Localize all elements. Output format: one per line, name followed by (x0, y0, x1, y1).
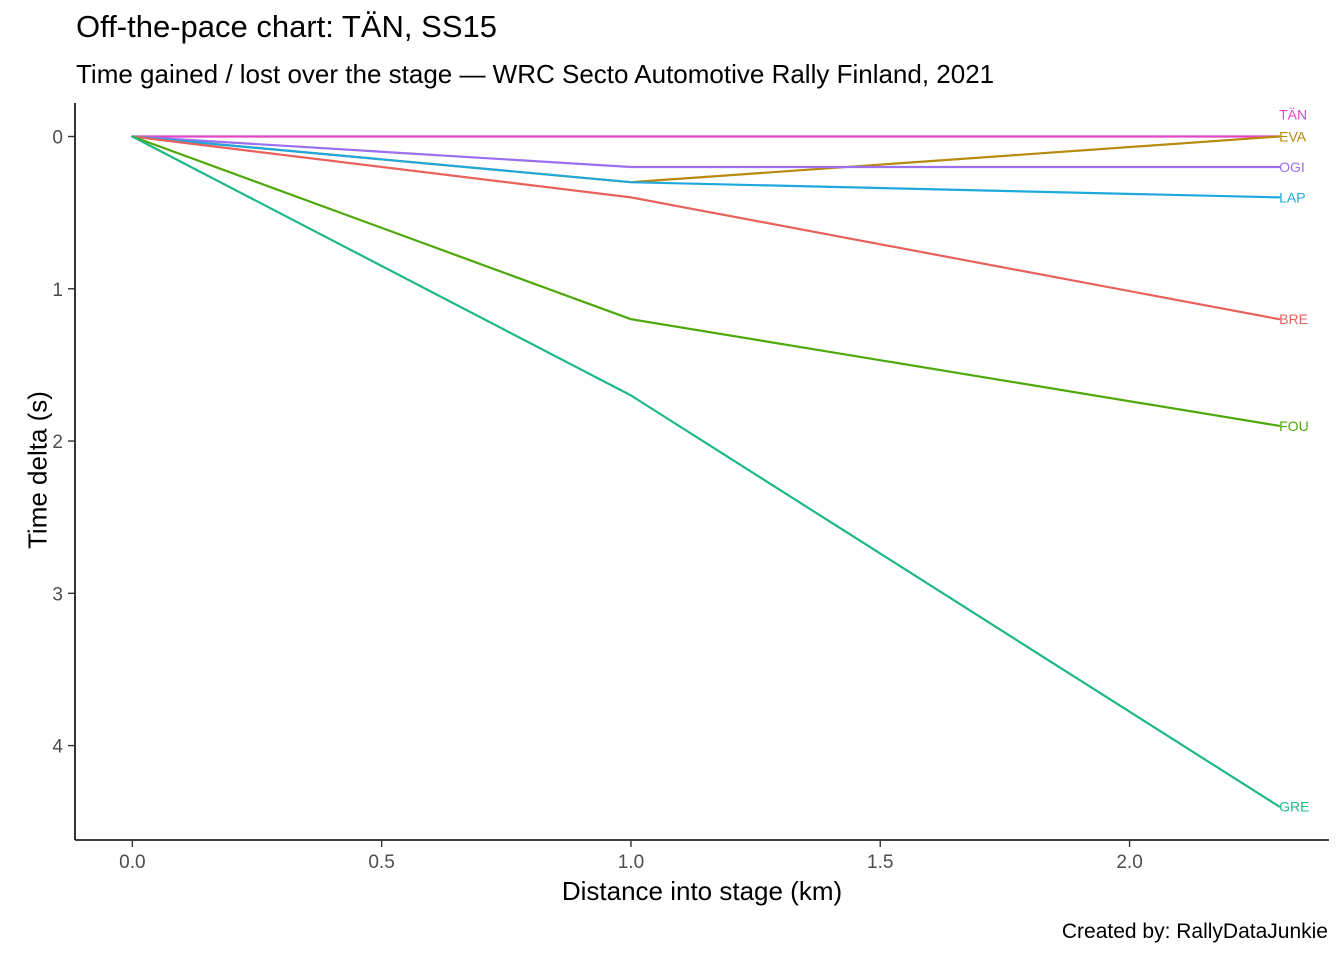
series-end-label-lap: LAP (1279, 189, 1305, 205)
series-line-fou (131, 135, 1281, 427)
series-line-bre (131, 135, 1281, 321)
series-line-ogi (131, 135, 1281, 169)
y-axis-ticks: 0 1 2 3 4 (52, 128, 75, 758)
y-axis-title: Time delta (s) (22, 391, 53, 549)
y-tick-label: 4 (52, 737, 63, 758)
series-end-labels: TÄN EVA OGI LAP BRE FOU GRE (1279, 107, 1309, 815)
series-end-label-fou: FOU (1279, 418, 1309, 434)
series-end-label-tn: TÄN (1279, 107, 1307, 123)
x-tick-label: 2.0 (1116, 852, 1142, 873)
y-tick-label: 0 (52, 128, 63, 149)
y-tick-label: 2 (52, 432, 63, 453)
chart-title: Off-the-pace chart: TÄN, SS15 (76, 9, 497, 44)
x-tick-label: 0.5 (368, 852, 394, 873)
x-tick-label: 1.5 (867, 852, 893, 873)
axes (74, 103, 1329, 841)
series-line-gre (131, 135, 1281, 808)
x-axis-title: Distance into stage (km) (561, 876, 843, 906)
series-end-label-eva: EVA (1279, 129, 1307, 145)
series-lines (131, 135, 1281, 808)
x-axis-ticks: 0.0 0.5 1.0 1.5 2.0 (119, 840, 1143, 873)
series-line-eva (131, 135, 1281, 184)
series-end-label-bre: BRE (1279, 311, 1308, 327)
series-line-lap (131, 135, 1281, 199)
series-end-label-gre: GRE (1279, 799, 1309, 815)
chart-caption: Created by: RallyDataJunkie (1061, 920, 1328, 943)
y-tick-label: 3 (52, 584, 63, 605)
x-tick-label: 1.0 (618, 852, 644, 873)
series-end-label-ogi: OGI (1279, 159, 1305, 175)
y-tick-label: 1 (52, 280, 63, 301)
x-tick-label: 0.0 (119, 852, 145, 873)
chart-subtitle: Time gained / lost over the stage — WRC … (76, 59, 995, 89)
